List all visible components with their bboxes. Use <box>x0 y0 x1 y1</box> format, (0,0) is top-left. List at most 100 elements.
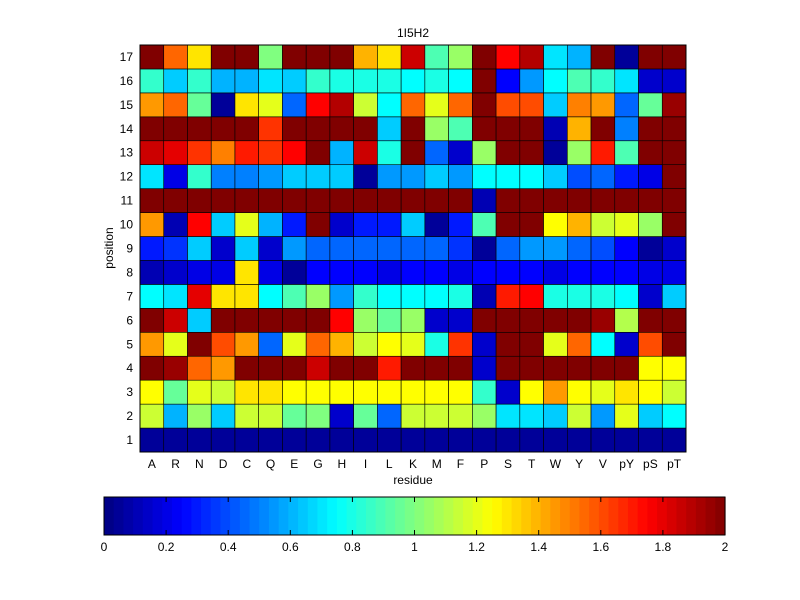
heatmap-cell-G-8 <box>305 260 331 285</box>
heatmap-cell-F-12 <box>448 164 473 189</box>
heatmap-cell-S-5 <box>495 331 521 357</box>
heatmap-cell-T-12 <box>519 164 544 189</box>
x-tick-label: H <box>337 457 346 471</box>
heatmap-cell-pY-9 <box>614 236 639 261</box>
y-tick-label: 4 <box>126 361 133 375</box>
heatmap-cell-N-7 <box>187 284 212 309</box>
colorbar-tick-label: 1.4 <box>530 540 547 554</box>
heatmap-cell-Y-11 <box>566 188 592 213</box>
heatmap-cell-N-17 <box>187 44 212 70</box>
heatmap-cell-S-7 <box>495 284 521 309</box>
heatmap-cell-A-15 <box>139 92 165 118</box>
heatmap-cell-T-3 <box>519 379 544 405</box>
heatmap-cell-E-11 <box>282 188 307 213</box>
heatmap-cell-D-9 <box>210 236 236 261</box>
heatmap-cell-Y-10 <box>566 212 592 237</box>
colorbar-segment <box>152 497 163 535</box>
heatmap-cell-H-13 <box>329 140 354 165</box>
heatmap-cell-E-5 <box>282 331 307 357</box>
x-tick-label: R <box>171 457 180 471</box>
colorbar-segment <box>414 497 425 535</box>
x-tick-label: E <box>290 457 298 471</box>
heatmap-cell-K-7 <box>400 284 426 309</box>
heatmap-cell-W-1 <box>543 427 568 453</box>
heatmap-cell-F-7 <box>448 284 473 309</box>
heatmap-cell-E-16 <box>282 68 307 94</box>
heatmap-cell-T-17 <box>519 44 544 70</box>
heatmap-cell-pS-2 <box>638 403 663 429</box>
heatmap-cell-V-15 <box>590 92 616 118</box>
heatmap-cell-E-4 <box>282 355 307 381</box>
heatmap-cell-V-4 <box>590 355 616 381</box>
heatmap-cell-G-10 <box>305 212 331 237</box>
y-tick-label: 5 <box>126 337 133 351</box>
heatmap-cell-M-9 <box>424 236 449 261</box>
heatmap-cell-R-6 <box>163 308 188 333</box>
colorbar-tick-label: 0.6 <box>282 540 299 554</box>
heatmap-cell-Y-1 <box>566 427 592 453</box>
heatmap-cell-Q-7 <box>258 284 283 309</box>
x-tick-label: C <box>242 457 251 471</box>
heatmap-cell-I-17 <box>353 44 378 70</box>
heatmap-cell-C-8 <box>234 260 260 285</box>
colorbar-segment <box>618 497 629 535</box>
heatmap-cell-A-8 <box>139 260 165 285</box>
heatmap-cell-C-14 <box>234 116 260 142</box>
heatmap-cell-N-6 <box>187 308 212 333</box>
heatmap-cell-Y-9 <box>566 236 592 261</box>
heatmap-cell-K-8 <box>400 260 426 285</box>
heatmap-cell-A-4 <box>139 355 165 381</box>
y-tick-label: 8 <box>126 265 133 279</box>
heatmap-cell-S-11 <box>495 188 521 213</box>
heatmap-cell-D-14 <box>210 116 236 142</box>
heatmap-cell-D-5 <box>210 331 236 357</box>
heatmap-cell-C-9 <box>234 236 260 261</box>
heatmap-cell-A-13 <box>139 140 165 165</box>
heatmap-cell-G-4 <box>305 355 331 381</box>
heatmap-cell-pS-15 <box>638 92 663 118</box>
heatmap-cell-N-4 <box>187 355 212 381</box>
y-tick-label: 15 <box>120 98 134 112</box>
heatmap-cell-P-13 <box>472 140 497 165</box>
heatmap-cell-Y-7 <box>566 284 592 309</box>
heatmap-cell-L-2 <box>377 403 402 429</box>
heatmap-cell-K-17 <box>400 44 426 70</box>
heatmap-cell-P-11 <box>472 188 497 213</box>
heatmap-cell-A-17 <box>139 44 165 70</box>
heatmap-cell-R-10 <box>163 212 188 237</box>
x-tick-label: V <box>599 457 607 471</box>
heatmap-cell-R-5 <box>163 331 188 357</box>
colorbar-segment <box>569 497 581 535</box>
colorbar-segment <box>365 497 377 535</box>
colorbar-segment <box>181 497 192 535</box>
heatmap-cell-E-7 <box>282 284 307 309</box>
heatmap-cell-G-12 <box>305 164 331 189</box>
heatmap-cell-A-6 <box>139 308 165 333</box>
heatmap-cell-T-15 <box>519 92 544 118</box>
heatmap-cell-D-17 <box>210 44 236 70</box>
heatmap-cell-C-5 <box>234 331 260 357</box>
heatmap-cell-pS-8 <box>638 260 663 285</box>
heatmap-cell-pY-11 <box>614 188 639 213</box>
colorbar-segment <box>162 497 173 535</box>
heatmap-cell-pT-17 <box>661 44 687 70</box>
heatmap-cell-A-2 <box>139 403 165 429</box>
heatmap-cell-K-16 <box>400 68 426 94</box>
heatmap-cell-L-1 <box>377 427 402 453</box>
heatmap-cell-A-16 <box>139 68 165 94</box>
heatmap-cell-I-2 <box>353 403 378 429</box>
heatmap-cell-M-4 <box>424 355 449 381</box>
heatmap-cell-Q-4 <box>258 355 283 381</box>
y-tick-label: 3 <box>126 385 133 399</box>
heatmap-cell-F-11 <box>448 188 473 213</box>
heatmap-cell-L-7 <box>377 284 402 309</box>
heatmap-cell-M-13 <box>424 140 449 165</box>
colorbar-segment <box>133 497 144 535</box>
colorbar-tick-label: 2 <box>722 540 729 554</box>
heatmap-cell-G-14 <box>305 116 331 142</box>
heatmap-cell-F-10 <box>448 212 473 237</box>
heatmap-cell-F-6 <box>448 308 473 333</box>
colorbar-segment <box>404 497 416 535</box>
heatmap-cell-K-11 <box>400 188 426 213</box>
